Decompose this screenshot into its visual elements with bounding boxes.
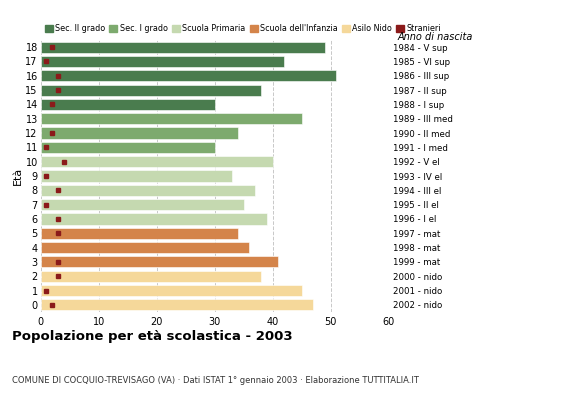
Bar bbox=[41, 199, 244, 210]
Bar bbox=[41, 99, 215, 110]
Bar bbox=[41, 84, 261, 96]
Bar bbox=[41, 185, 255, 196]
Bar bbox=[41, 70, 336, 81]
Bar bbox=[41, 42, 325, 53]
Bar bbox=[41, 299, 313, 310]
Text: Anno di nascita: Anno di nascita bbox=[397, 32, 473, 42]
Bar bbox=[41, 242, 249, 253]
Bar bbox=[41, 170, 232, 182]
Text: Popolazione per età scolastica - 2003: Popolazione per età scolastica - 2003 bbox=[12, 330, 292, 343]
Legend: Sec. II grado, Sec. I grado, Scuola Primaria, Scuola dell'Infanzia, Asilo Nido, : Sec. II grado, Sec. I grado, Scuola Prim… bbox=[45, 24, 441, 33]
Bar bbox=[41, 113, 302, 124]
Text: COMUNE DI COCQUIO-TREVISAGO (VA) · Dati ISTAT 1° gennaio 2003 · Elaborazione TUT: COMUNE DI COCQUIO-TREVISAGO (VA) · Dati … bbox=[12, 376, 419, 385]
Bar bbox=[41, 285, 302, 296]
Bar bbox=[41, 156, 273, 167]
Bar bbox=[41, 128, 238, 139]
Bar bbox=[41, 271, 261, 282]
Bar bbox=[41, 213, 267, 224]
Bar bbox=[41, 256, 278, 268]
Bar bbox=[41, 142, 215, 153]
Y-axis label: Età: Età bbox=[13, 167, 23, 185]
Bar bbox=[41, 228, 238, 239]
Bar bbox=[41, 56, 284, 67]
